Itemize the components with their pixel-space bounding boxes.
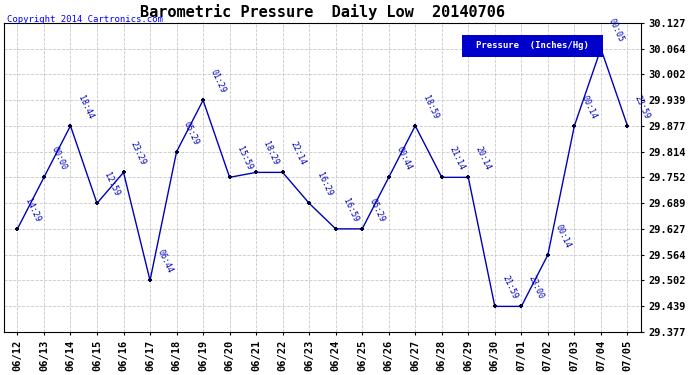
Text: 23:29: 23:29 — [129, 140, 148, 167]
Text: 05:29: 05:29 — [182, 120, 201, 146]
Text: 23:00: 23:00 — [527, 274, 546, 301]
Text: 22:14: 22:14 — [288, 140, 307, 167]
Point — [331, 226, 342, 232]
Text: 23:59: 23:59 — [633, 94, 652, 120]
Text: 01:29: 01:29 — [208, 68, 228, 94]
Point — [118, 170, 129, 176]
Point — [171, 149, 182, 155]
Text: 21:14: 21:14 — [447, 146, 466, 172]
Text: 12:59: 12:59 — [103, 171, 121, 198]
Point — [595, 46, 607, 52]
Text: 00:00: 00:00 — [50, 146, 68, 172]
Point — [65, 123, 76, 129]
Point — [410, 123, 421, 129]
Text: 06:44: 06:44 — [155, 248, 175, 275]
Point — [383, 174, 394, 180]
Point — [250, 170, 262, 176]
Point — [622, 123, 633, 129]
Text: 00:05: 00:05 — [607, 16, 625, 43]
Point — [463, 174, 474, 180]
Text: 00:44: 00:44 — [394, 146, 413, 172]
Text: Copyright 2014 Cartronics.com: Copyright 2014 Cartronics.com — [7, 15, 163, 24]
Point — [542, 252, 553, 258]
Point — [569, 123, 580, 129]
Point — [197, 97, 208, 103]
Point — [304, 200, 315, 206]
Point — [277, 170, 288, 176]
Text: 18:59: 18:59 — [421, 94, 440, 120]
Point — [12, 226, 23, 232]
Text: 00:14: 00:14 — [580, 94, 599, 120]
Text: 16:29: 16:29 — [315, 171, 333, 198]
Point — [357, 226, 368, 232]
Text: 00:14: 00:14 — [553, 223, 572, 249]
Point — [224, 174, 235, 180]
Text: 16:59: 16:59 — [342, 197, 360, 223]
Text: 21:59: 21:59 — [500, 274, 519, 301]
Title: Barometric Pressure  Daily Low  20140706: Barometric Pressure Daily Low 20140706 — [140, 4, 505, 20]
Point — [92, 200, 103, 206]
Point — [144, 278, 155, 284]
Text: 18:44: 18:44 — [76, 94, 95, 120]
Point — [516, 303, 527, 309]
Text: 15:59: 15:59 — [235, 146, 254, 172]
Text: 18:29: 18:29 — [262, 140, 280, 167]
Text: 20:14: 20:14 — [474, 146, 493, 172]
Text: 14:29: 14:29 — [23, 197, 41, 223]
Text: 05:29: 05:29 — [368, 197, 386, 223]
Point — [436, 174, 447, 180]
Point — [39, 174, 50, 180]
Point — [489, 303, 500, 309]
